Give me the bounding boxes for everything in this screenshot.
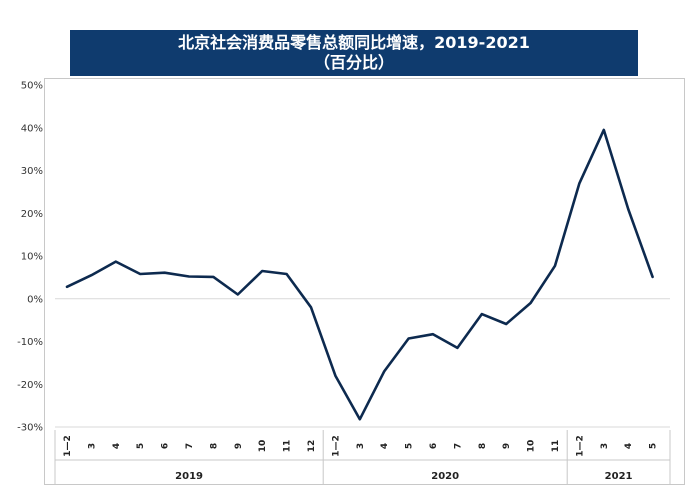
x-tick-label: 7 bbox=[185, 443, 195, 449]
x-tick-label: 5 bbox=[405, 443, 415, 449]
x-tick-label: 4 bbox=[380, 443, 390, 449]
x-tick-label: 1—2 bbox=[63, 435, 73, 457]
x-tick-label: 11 bbox=[283, 440, 293, 453]
x-tick-label: 4 bbox=[624, 443, 634, 449]
x-tick-label: 5 bbox=[136, 443, 146, 449]
x-tick-label: 9 bbox=[234, 443, 244, 449]
y-tick-label: -20% bbox=[17, 380, 43, 391]
x-tick-label: 3 bbox=[600, 443, 610, 449]
y-tick-label: 20% bbox=[21, 209, 43, 220]
x-tick-label: 10 bbox=[527, 440, 537, 453]
series-line bbox=[65, 128, 654, 421]
x-tick-label: 8 bbox=[478, 443, 488, 449]
y-tick-label: -30% bbox=[17, 423, 43, 434]
y-tick-label: 0% bbox=[27, 294, 43, 305]
y-tick-label: 10% bbox=[21, 252, 43, 263]
x-tick-label: 7 bbox=[453, 443, 463, 449]
y-tick-label: -10% bbox=[17, 337, 43, 348]
x-tick-label: 8 bbox=[209, 443, 219, 449]
chart-title: 北京社会消费品零售总额同比增速，2019-2021 bbox=[178, 33, 530, 52]
x-tick-label: 12 bbox=[307, 440, 317, 453]
x-tick-label: 5 bbox=[649, 443, 659, 449]
chart-frame bbox=[44, 78, 685, 485]
x-tick-label: 3 bbox=[87, 443, 97, 449]
x-tick-label: 6 bbox=[161, 443, 171, 449]
x-tick-label: 9 bbox=[502, 443, 512, 449]
chart-subtitle: （百分比） bbox=[313, 53, 394, 72]
x-tick-label: 1—2 bbox=[575, 435, 585, 457]
x-tick-label: 11 bbox=[551, 440, 561, 453]
x-tick-label: 4 bbox=[112, 443, 122, 449]
y-tick-label: 50% bbox=[21, 81, 43, 92]
chart-title-banner: 北京社会消费品零售总额同比增速，2019-2021 （百分比） bbox=[70, 30, 638, 76]
y-tick-label: 30% bbox=[21, 166, 43, 177]
y-tick-label: 40% bbox=[21, 123, 43, 134]
x-tick-label: 3 bbox=[356, 443, 366, 449]
x-tick-label: 6 bbox=[429, 443, 439, 449]
x-tick-label: 10 bbox=[258, 440, 268, 453]
year-label: 2019 bbox=[175, 471, 203, 482]
year-label: 2020 bbox=[431, 471, 459, 482]
year-label: 2021 bbox=[605, 471, 633, 482]
x-tick-label: 1—2 bbox=[331, 435, 341, 457]
